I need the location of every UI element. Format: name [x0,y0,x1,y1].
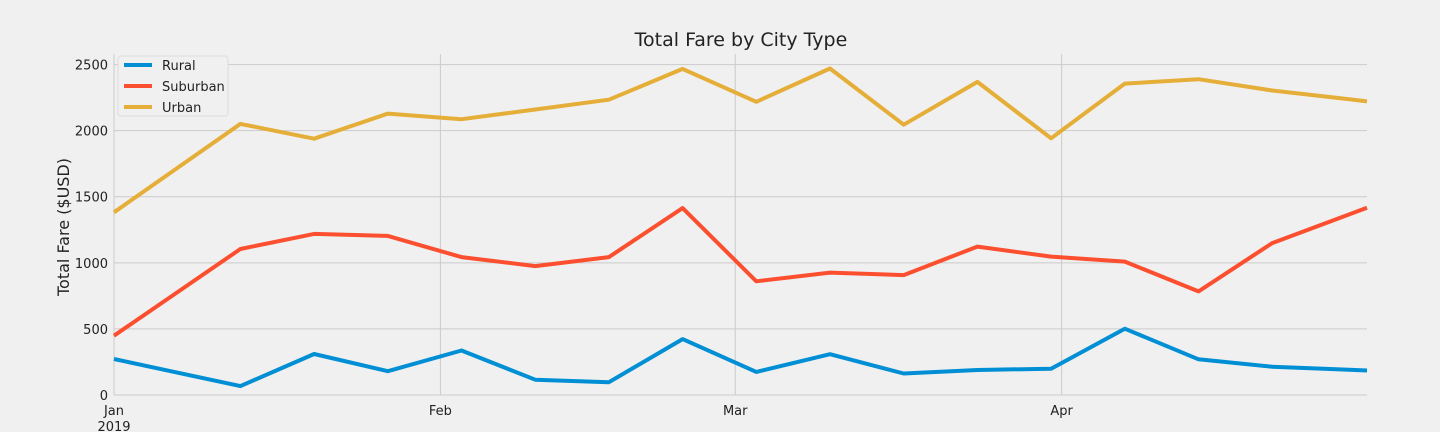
x-tick-label: Apr [1050,404,1073,419]
chart-title: Total Fare by City Type [634,29,848,51]
y-tick-label: 0 [100,389,108,404]
y-tick-label: 2000 [75,125,108,140]
series-lines [112,66,1368,389]
series-line-urban [112,66,1368,214]
y-axis-ticks: 0 500 1000 1500 2000 2500 [75,59,108,404]
x-tick-label: Jan [103,404,124,419]
series-line-rural [113,326,1368,389]
x-tick-sublabel: 2019 [97,420,130,432]
y-tick-label: 500 [83,323,108,338]
legend-label: Suburban [162,80,225,95]
x-tick-label: Mar [723,404,748,419]
x-tick-label: Feb [429,404,452,419]
grid [113,54,1367,396]
legend-box [117,55,229,117]
y-tick-label: 2500 [75,59,108,74]
series-line-suburban [112,205,1368,338]
legend-label: Rural [162,59,196,74]
y-tick-label: 1500 [75,191,108,206]
legend-label: Urban [162,101,201,116]
legend: Rural Suburban Urban [117,55,229,117]
y-axis-label: Total Fare ($USD) [54,158,73,297]
y-tick-label: 1000 [75,257,108,272]
